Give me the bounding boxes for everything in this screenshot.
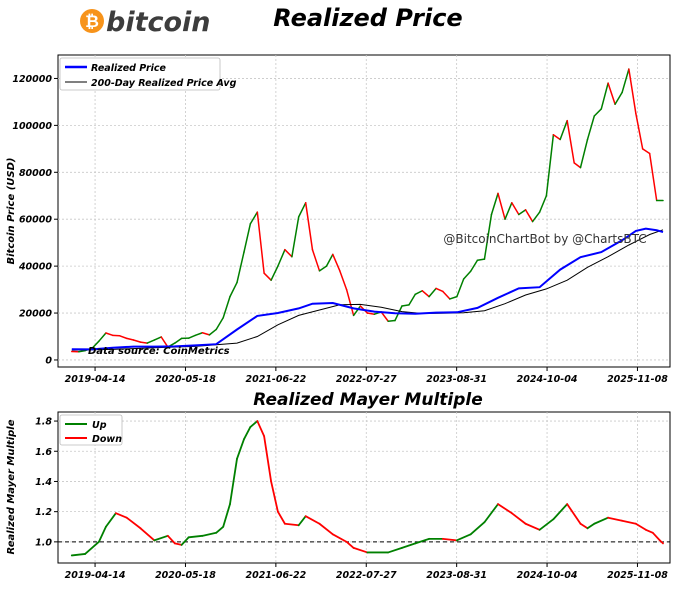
x-tick-label: 2020-05-18: [155, 570, 216, 581]
mayer-legend: Up Down: [60, 415, 122, 445]
down-segment: [140, 342, 147, 343]
x-tick-label: 2019-04-14: [65, 570, 126, 581]
page-title: Realized Price: [273, 4, 462, 32]
y-tick-label: 80000: [19, 168, 52, 179]
x-tick-label: 2024-10-04: [517, 570, 578, 581]
y-tick-label: 60000: [19, 215, 52, 226]
y-tick-label: 20000: [19, 309, 52, 320]
y-tick-label: 1.2: [35, 507, 52, 518]
realized-price-plot-frame: [58, 55, 670, 367]
realized-price-y-label: Bitcoin Price (USD): [6, 158, 17, 265]
x-tick-label: 2021-06-22: [245, 374, 306, 385]
bitcoin-symbol: ₿: [85, 12, 99, 32]
mayer-y-label: Realized Mayer Multiple: [6, 419, 17, 554]
x-tick-label: 2021-06-22: [245, 570, 306, 581]
bitcoin-logo: ₿ bitcoin: [80, 7, 211, 38]
legend-down-label: Down: [92, 434, 122, 445]
mayer-plot-frame: [58, 412, 670, 563]
x-tick-label: 2023-08-31: [426, 570, 487, 581]
mayer-chart-title: Realized Mayer Multiple: [253, 390, 483, 410]
y-tick-label: 1.8: [35, 417, 52, 428]
realized-price-x-axis: 2019-04-14 2020-05-18 2021-06-22 2022-07-27…: [65, 367, 669, 385]
mayer-y-axis: 1.0 1.2 1.4 1.6 1.8: [35, 417, 58, 549]
y-tick-label: 100000: [12, 121, 52, 132]
x-tick-label: 2022-07-27: [336, 374, 397, 385]
x-tick-label: 2020-05-18: [155, 374, 216, 385]
y-tick-label: 0: [45, 355, 52, 366]
mayer-multiple-chart: 1.0 1.2 1.4 1.6 1.8 2019-04-14 2020-05-18 2021…: [6, 412, 670, 581]
up-segment: [388, 321, 395, 322]
y-tick-label: 40000: [18, 262, 52, 273]
x-tick-label: 2022-07-27: [336, 570, 397, 581]
x-tick-label: 2023-08-31: [426, 374, 487, 385]
data-source-note: Data source: CoinMetrics: [88, 346, 230, 357]
realized-price-legend: Realized Price 200-Day Realized Price Av…: [60, 58, 237, 90]
realized-price-chart: 0 20000 40000 60000 80000 100000 120000 2019-0…: [6, 55, 670, 385]
y-tick-label: 1.0: [35, 537, 52, 548]
y-tick-label: 120000: [12, 74, 52, 85]
mayer-x-axis: 2019-04-14 2020-05-18 2021-06-22 2022-07-27…: [65, 563, 669, 581]
bitcoin-wordmark: bitcoin: [106, 7, 211, 38]
realized-price-y-axis: 0 20000 40000 60000 80000 100000 120000: [12, 74, 58, 367]
legend-realized-label: Realized Price: [91, 63, 167, 74]
legend-up-label: Up: [92, 420, 107, 431]
x-tick-label: 2025-11-08: [607, 374, 668, 385]
x-tick-label: 2024-10-04: [517, 374, 578, 385]
y-tick-label: 1.4: [35, 477, 52, 488]
legend-avg-label: 200-Day Realized Price Avg: [91, 78, 237, 89]
y-tick-label: 1.6: [35, 447, 52, 458]
x-tick-label: 2025-11-08: [607, 570, 668, 581]
watermark: @BitcoinChartBot by @ChartsBTC: [443, 232, 646, 246]
x-tick-label: 2019-04-14: [65, 374, 126, 385]
